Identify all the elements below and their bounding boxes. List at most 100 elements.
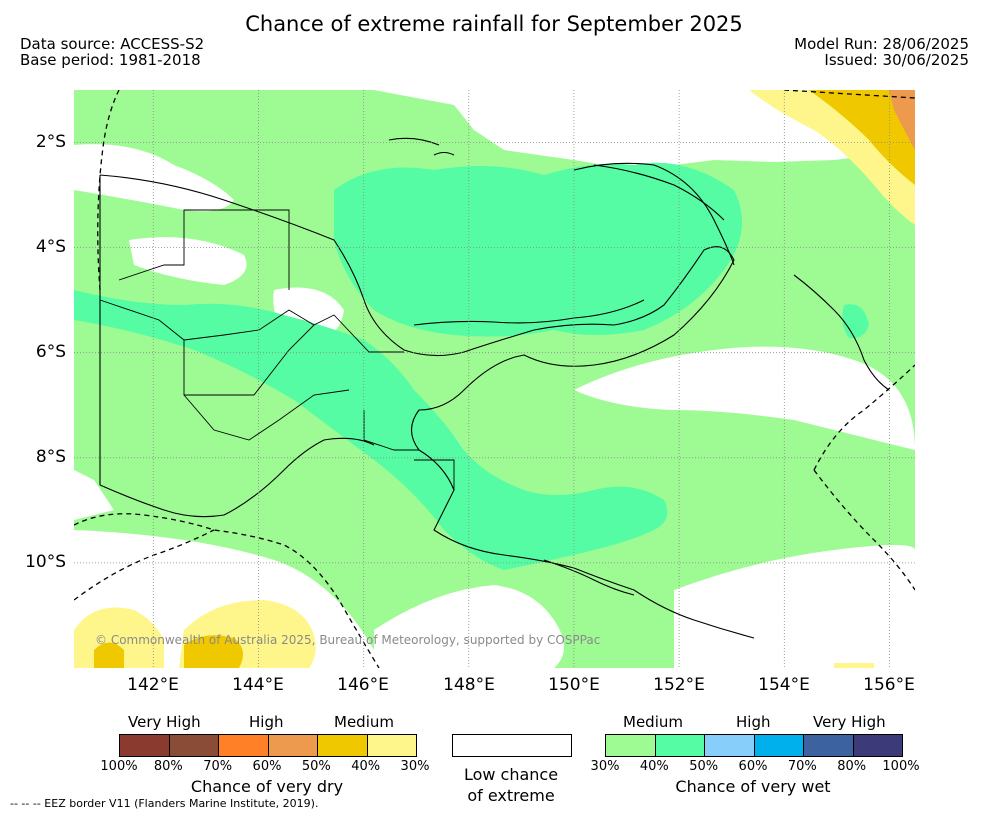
coastline-new-britain-north [573, 162, 735, 266]
legend-dry-swatch [268, 735, 318, 756]
legend-wet-swatch [853, 735, 902, 756]
legend-wet-swatch [754, 735, 804, 756]
lon-label-154E: 154°E [758, 675, 810, 695]
legend-dry-header-medium: Medium [334, 713, 394, 731]
wet-region-southwest-coast [74, 290, 668, 570]
coastline-mainland [99, 174, 755, 639]
legend-wet-tick-label: 70% [787, 759, 817, 774]
border-line-4 [183, 389, 350, 441]
border-line-3 [118, 209, 290, 290]
wet-40-50-regions [74, 162, 869, 570]
legend-wet-tick-label: 40% [639, 759, 669, 774]
lat-label-8S: 8°S [35, 447, 66, 467]
base-period: Base period: 1981-2018 [20, 51, 201, 69]
eez-north-east [783, 90, 915, 99]
coastline-islands-se [543, 559, 635, 596]
legend-dry-tick-label: 100% [100, 759, 138, 774]
coastline-new-britain-south [413, 299, 645, 326]
eez-borders [74, 90, 915, 668]
province-borders [99, 209, 455, 490]
coastline-manus [388, 137, 455, 156]
copyright-notice: © Commonwealth of Australia 2025, Bureau… [95, 633, 601, 647]
lat-label-4S: 4°S [35, 237, 66, 257]
legend-dry-title: Chance of very dry [190, 777, 344, 796]
legend-wet-swatch [804, 735, 854, 756]
legend-wet-header-high: High [736, 713, 771, 731]
legend-low-line2: of extreme [467, 786, 555, 805]
low-region-southeast [674, 545, 915, 668]
lat-label-10S: 10°S [25, 552, 66, 572]
legend-wet-tick-label: 30% [590, 759, 620, 774]
legend-dry-tick-label: 40% [351, 759, 381, 774]
coastline-gulf [99, 437, 375, 518]
dry-30-40-region-se [834, 663, 874, 668]
legend-low-box [452, 734, 572, 757]
legend-wet-swatch [606, 735, 656, 756]
eez-south-west [74, 513, 380, 668]
model-run: Model Run: 28/06/2025 [794, 35, 969, 53]
coastline-new-ireland [593, 164, 725, 221]
legend-dry-tick-label: 70% [203, 759, 233, 774]
border-line-1 [99, 299, 404, 396]
graticule [74, 90, 915, 668]
legend-wet-tick-label: 80% [837, 759, 867, 774]
lon-label-142E: 142°E [127, 675, 179, 695]
legend-dry-swatch [219, 735, 269, 756]
meta-left: Data source: ACCESS-S2 Base period: 1981… [20, 36, 204, 68]
low-region-northwest [74, 144, 234, 212]
legend-dry-swatch [318, 735, 368, 756]
coastline-bougainville [793, 274, 890, 391]
legend-wet-swatch [655, 735, 705, 756]
low-region-south-mid [374, 585, 564, 668]
legend-dry-tick-label: 80% [153, 759, 183, 774]
coastlines [99, 137, 890, 639]
eez-footnote: -- -- -- EEZ border V11 (Flanders Marine… [10, 797, 319, 810]
legend-wet-title: Chance of very wet [675, 777, 831, 796]
legend-wet-colorbar [605, 734, 903, 757]
legend-dry-tick-label: 50% [301, 759, 331, 774]
data-source: Data source: ACCESS-S2 [20, 35, 205, 53]
low-region-sw [74, 470, 114, 520]
legend-low-title: Low chance of extreme [440, 764, 582, 806]
dry-50-60-region-ne [889, 90, 915, 150]
eez-west [97, 90, 120, 291]
legend-wet-tick-label: 60% [738, 759, 768, 774]
issued-date: Issued: 30/06/2025 [824, 51, 969, 69]
border-line-6 [414, 459, 455, 490]
legend-dry-header-very-high: Very High [128, 713, 201, 731]
legend-dry-colorbar [119, 734, 417, 757]
rainfall-map [74, 90, 915, 668]
legend-wet-header-very-high: Very High [813, 713, 886, 731]
low-region-west [129, 237, 247, 285]
dry-40-50-region-sw [94, 642, 124, 668]
eez-east [813, 364, 915, 471]
dry-40-50-region-ne [809, 90, 915, 185]
legend-low-line1: Low chance [463, 765, 559, 784]
legend-wet-swatch [705, 735, 755, 756]
legend-dry-tick-label: 30% [400, 759, 430, 774]
legend-dry-header-high: High [249, 713, 284, 731]
border-line-2 [183, 309, 315, 341]
chart-title: Chance of extreme rainfall for September… [245, 12, 743, 36]
eez-southwest-link [74, 529, 215, 601]
wet-region-north-coast [334, 162, 742, 337]
eez-southeast [813, 469, 915, 591]
lon-label-148E: 148°E [443, 675, 495, 695]
lon-label-152E: 152°E [653, 675, 705, 695]
wet-region-bougainville [842, 304, 869, 339]
dry-40-50-region-s [184, 635, 243, 668]
legend-wet-header-medium: Medium [623, 713, 683, 731]
border-line-5 [363, 410, 419, 451]
legend-dry-swatch [367, 735, 416, 756]
legend-dry-swatch [169, 735, 219, 756]
low-region-east [574, 346, 915, 450]
lon-label-150E: 150°E [548, 675, 600, 695]
legend-dry-tick-label: 60% [252, 759, 282, 774]
legend-wet-tick-label: 50% [689, 759, 719, 774]
legend-dry-swatch [120, 735, 170, 756]
lat-label-6S: 6°S [35, 342, 66, 362]
lat-label-2S: 2°S [35, 132, 66, 152]
lon-label-146E: 146°E [337, 675, 389, 695]
lon-label-156E: 156°E [863, 675, 915, 695]
legend-wet-tick-label: 100% [882, 759, 920, 774]
